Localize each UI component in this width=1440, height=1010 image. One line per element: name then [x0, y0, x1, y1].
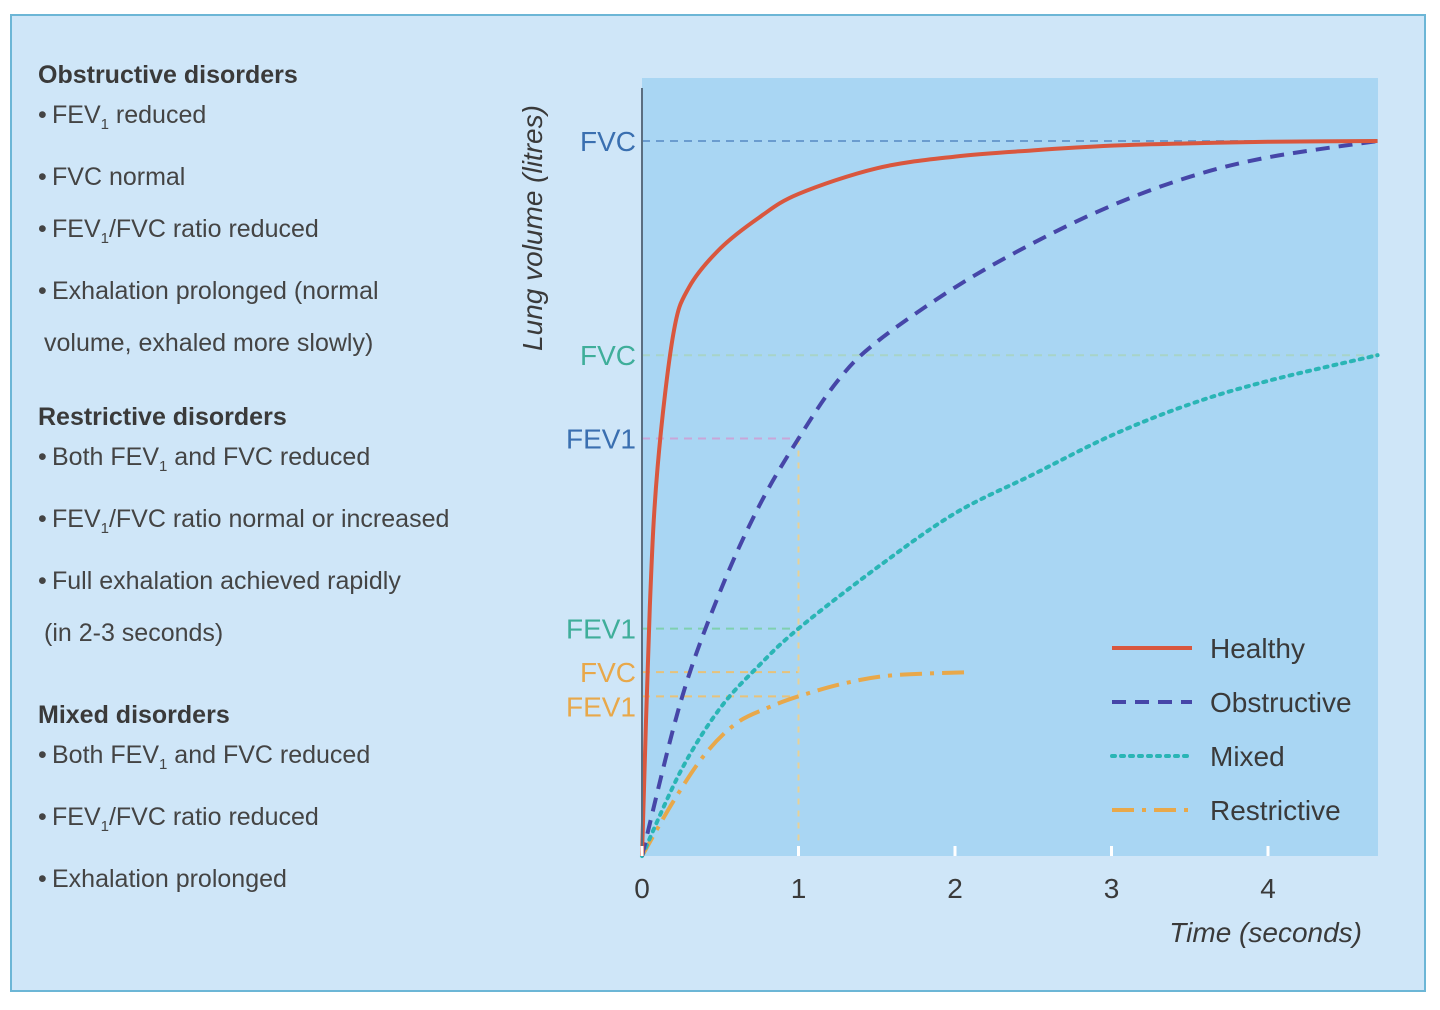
bullet-dot-icon: •	[38, 163, 47, 191]
bullet-item: • FEV1/FVC ratio reduced	[38, 214, 379, 254]
legend-label-mixed: Mixed	[1210, 741, 1285, 772]
x-tick-label: 2	[947, 873, 963, 904]
y-tick-label: FEV1	[566, 424, 636, 455]
series-line-mixed	[640, 353, 1380, 858]
bullet-dot-icon: •	[38, 567, 47, 595]
bullet-text-suffix: /FVC ratio normal or increased	[108, 505, 450, 533]
plot-area	[642, 78, 1378, 856]
bullet-text: Full exhalation achieved rapidly	[52, 567, 401, 595]
y-tick-label: FEV1	[566, 691, 636, 722]
bullet-dot-icon: •	[38, 505, 47, 533]
x-axis-title: Time (seconds)	[1169, 917, 1362, 948]
section-heading: Restrictive disorders	[38, 403, 287, 431]
bullet-item: • Both FEV1 and FVC reduced	[38, 740, 370, 780]
bullet-dot-icon: •	[38, 803, 47, 831]
bullet-text: Exhalation prolonged	[52, 865, 287, 893]
y-axis-title: Lung volume (litres)	[517, 105, 548, 351]
section-1: Restrictive disorders • Both FEV1 and FVC …	[38, 402, 449, 670]
bullet-dot-icon: •	[38, 741, 47, 769]
bullet-continuation: (in 2-3 seconds)	[44, 619, 224, 647]
bullet-subscript: 1	[100, 818, 109, 835]
legend-label-healthy: Healthy	[1210, 633, 1305, 664]
bullet-text: FEV	[52, 803, 101, 831]
y-tick-label: FEV1	[566, 614, 636, 645]
x-tick-label: 3	[1104, 873, 1120, 904]
bullet-dot-icon: •	[38, 215, 47, 243]
bullet-item: • FEV1/FVC ratio normal or increased	[38, 504, 449, 544]
series-line-healthy	[640, 139, 1378, 857]
bullet-continuation: volume, exhaled more slowly)	[44, 329, 374, 357]
legend-label-obstructive: Obstructive	[1210, 687, 1352, 718]
x-tick-label: 0	[634, 873, 650, 904]
bullet-item: • Both FEV1 and FVC reduced	[38, 442, 449, 482]
bullet-text-suffix: reduced	[108, 101, 207, 129]
bullet-dot-icon: •	[38, 865, 47, 893]
bullet-dot-icon: •	[38, 443, 47, 471]
bullet-subscript: 1	[159, 458, 168, 475]
y-tick-label: FVC	[580, 657, 636, 688]
bullet-text: FEV	[52, 215, 101, 243]
section-2: Mixed disorders • Both FEV1 and FVC reduce…	[38, 700, 370, 916]
y-tick-label: FVC	[580, 340, 636, 371]
bullet-text: FVC normal	[52, 163, 186, 191]
bullet-dot-icon: •	[38, 277, 47, 305]
bullet-item: • FVC normal	[38, 162, 379, 192]
bullet-item: • FEV1/FVC ratio reduced	[38, 802, 370, 842]
bullet-text-suffix: /FVC ratio reduced	[108, 215, 319, 243]
bullet-text: FEV	[52, 101, 101, 129]
bullet-item: • Exhalation prolonged (normal volume, exh…	[38, 276, 379, 358]
section-0: Obstructive disorders • FEV1 reduced • FVC n…	[38, 60, 379, 380]
bullet-text: Exhalation prolonged (normal	[52, 277, 379, 305]
bullet-item: • FEV1 reduced	[38, 100, 379, 140]
x-tick-label: 1	[791, 873, 807, 904]
series-line-restrictive	[640, 670, 971, 857]
bullet-text-suffix: and FVC reduced	[167, 443, 371, 471]
bullet-item: • Exhalation prolonged	[38, 864, 370, 894]
bullet-text: Both FEV	[52, 443, 159, 471]
series-line-obstructive	[640, 139, 1378, 857]
bullet-subscript: 1	[159, 756, 168, 773]
bullet-text-suffix: and FVC reduced	[167, 741, 371, 769]
bullet-subscript: 1	[100, 520, 109, 537]
bullet-text-suffix: /FVC ratio reduced	[108, 803, 319, 831]
y-tick-label: FVC	[580, 126, 636, 157]
legend-label-restrictive: Restrictive	[1210, 795, 1341, 826]
bullet-item: • Full exhalation achieved rapidly (in 2-3…	[38, 566, 449, 648]
bullet-subscript: 1	[100, 116, 109, 133]
section-heading: Obstructive disorders	[38, 61, 298, 89]
bullet-subscript: 1	[100, 230, 109, 247]
section-heading: Mixed disorders	[38, 701, 230, 729]
x-tick-label: 4	[1260, 873, 1276, 904]
bullet-dot-icon: •	[38, 101, 47, 129]
bullet-text: Both FEV	[52, 741, 159, 769]
bullet-text: FEV	[52, 505, 101, 533]
